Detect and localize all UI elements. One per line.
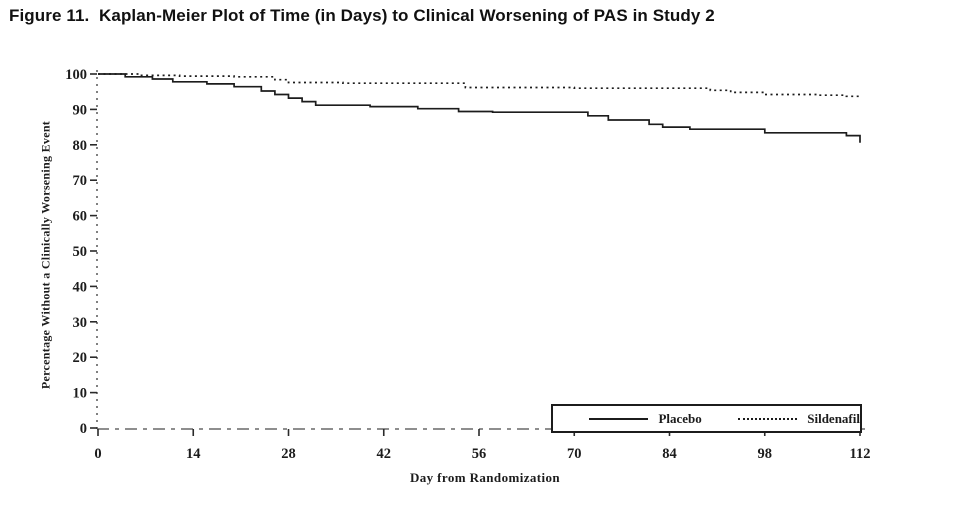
y-axis-label: Percentage Without a Clinically Worsenin… xyxy=(38,120,53,390)
legend-box: Placebo Sildenafil xyxy=(551,404,862,433)
x-tick-label: 84 xyxy=(662,446,677,462)
x-tick-label: 112 xyxy=(850,446,871,462)
y-tick-label: 20 xyxy=(73,350,88,366)
y-tick-label: 0 xyxy=(80,421,87,437)
x-tick-label: 70 xyxy=(567,446,582,462)
figure-title: Figure 11. Kaplan-Meier Plot of Time (in… xyxy=(9,6,715,25)
series-placebo xyxy=(98,73,861,143)
y-tick-label: 100 xyxy=(65,67,87,83)
y-tick-label: 40 xyxy=(73,279,88,295)
y-tick-label: 80 xyxy=(73,138,88,154)
x-tick-label: 98 xyxy=(758,446,773,462)
x-axis-label: Day from Randomization xyxy=(409,470,561,485)
legend-sildenafil-line-icon xyxy=(737,417,798,420)
y-tick-label: 60 xyxy=(73,209,88,225)
legend-placebo-line-icon xyxy=(589,417,649,420)
y-tick-label: 70 xyxy=(73,173,88,189)
legend-placebo-label: Placebo xyxy=(658,410,702,426)
x-tick-label: 14 xyxy=(186,446,201,462)
x-tick-label: 0 xyxy=(94,446,101,462)
x-tick-label: 56 xyxy=(472,446,487,462)
legend-sildenafil-label: Sildenafil xyxy=(807,410,860,426)
y-tick-label: 90 xyxy=(73,102,88,118)
series-sildenafil xyxy=(98,73,861,98)
x-tick-label: 42 xyxy=(377,446,392,462)
y-tick-label: 30 xyxy=(73,315,88,331)
x-tick-label: 28 xyxy=(281,446,296,462)
y-tick-label: 10 xyxy=(73,386,88,402)
y-tick-label: 50 xyxy=(73,244,88,260)
